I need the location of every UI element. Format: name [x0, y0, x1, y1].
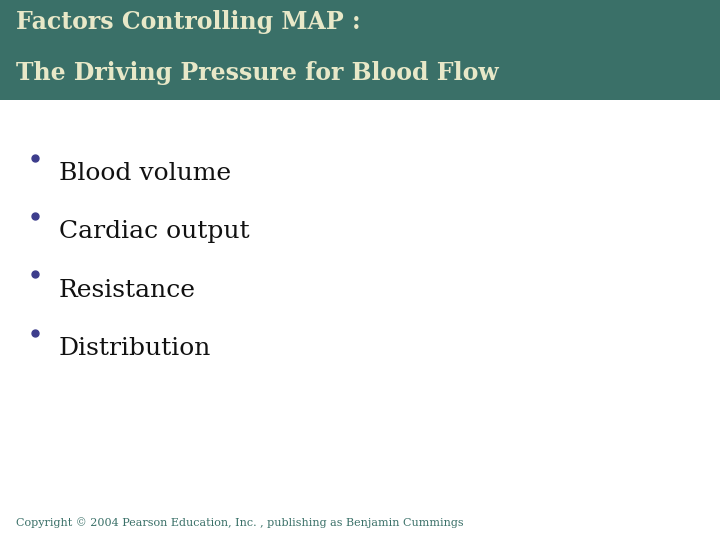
Text: Factors Controlling MAP :: Factors Controlling MAP : — [16, 10, 361, 33]
Bar — [0, 0, 720, 100]
Text: The Driving Pressure for Blood Flow: The Driving Pressure for Blood Flow — [16, 61, 498, 85]
Text: Cardiac output: Cardiac output — [59, 220, 250, 244]
Text: Resistance: Resistance — [59, 279, 196, 302]
Text: Distribution: Distribution — [59, 337, 212, 360]
Text: Blood volume: Blood volume — [59, 162, 231, 185]
Text: Copyright © 2004 Pearson Education, Inc. , publishing as Benjamin Cummings: Copyright © 2004 Pearson Education, Inc.… — [16, 517, 464, 528]
